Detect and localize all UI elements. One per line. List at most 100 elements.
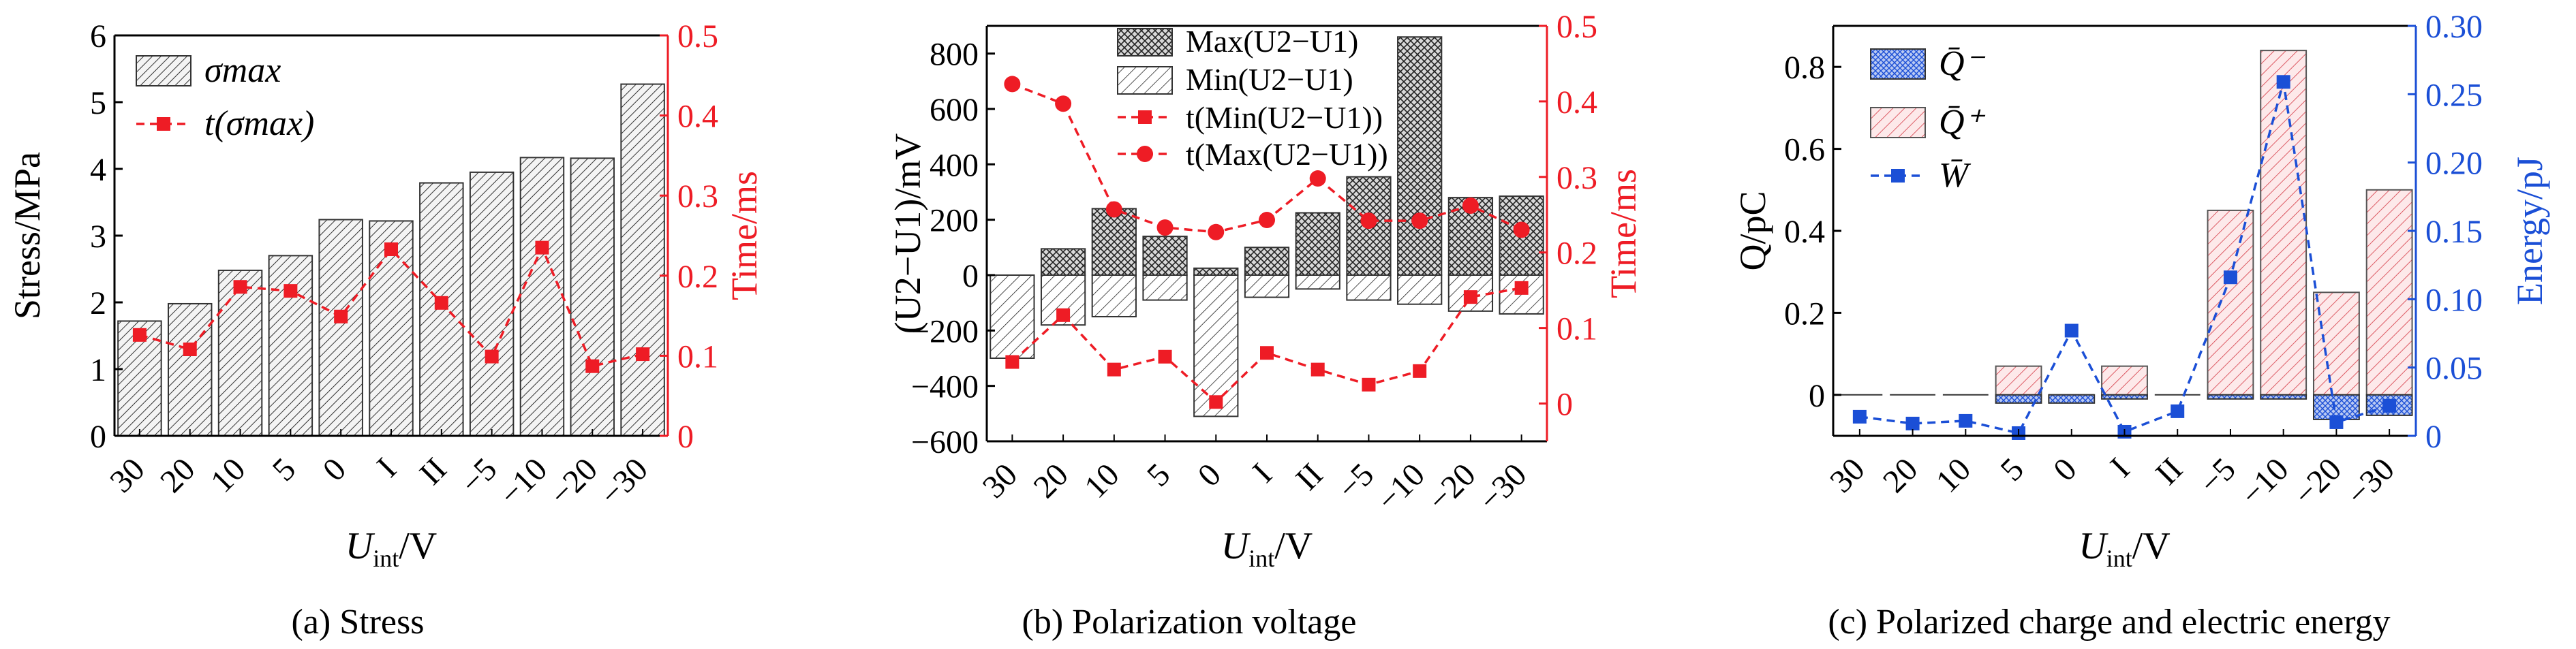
x-tick-label: 30	[976, 456, 1024, 505]
t-max-marker	[1055, 95, 1072, 112]
x-tick-label: 10	[1077, 456, 1126, 505]
caption-c: (c) Polarized charge and electric energy	[1828, 603, 2390, 642]
x-tick-label: 5	[266, 451, 303, 488]
energy-line	[1859, 81, 2390, 434]
legend-swatch-marker	[157, 117, 170, 131]
pos-bar	[2312, 291, 2360, 396]
time-marker	[334, 309, 348, 323]
t-min-marker	[1362, 377, 1376, 392]
legend-label-w: W̄	[1939, 156, 1972, 195]
x-tick-label: I	[2103, 451, 2136, 484]
t-min-marker	[1158, 349, 1172, 364]
min-bar	[1397, 274, 1443, 305]
y-tick-label: 2	[90, 285, 106, 321]
legend-swatch-min	[1117, 66, 1173, 95]
max-bar	[1193, 267, 1239, 276]
t-max-marker	[1309, 170, 1326, 187]
energy-marker	[2276, 75, 2290, 89]
min-bar	[1447, 274, 1494, 312]
caption-b: (b) Polarization voltage	[1022, 603, 1357, 642]
min-bar	[1142, 274, 1188, 301]
y-right-tick-label: 0.10	[2425, 282, 2483, 318]
pos-bar	[1995, 365, 2042, 396]
t-max-marker	[1208, 223, 1225, 240]
x-tick-label: −10	[2234, 451, 2296, 513]
y-tick-label: 0	[90, 419, 106, 455]
y-right-tick-label: 0	[1557, 387, 1573, 423]
pos-bar	[2365, 189, 2413, 396]
legend-marker-w	[1891, 169, 1905, 183]
y-tick-label: 0.8	[1784, 50, 1825, 86]
x-tick-label: II	[1289, 456, 1330, 497]
time-marker	[384, 242, 398, 256]
neg-bar	[1995, 394, 2042, 404]
y-tick-label: 800	[930, 37, 979, 73]
x-tick-label: −30	[593, 451, 655, 513]
pos-bar	[2101, 365, 2148, 396]
x-tick-label: I	[1246, 456, 1279, 490]
max-bar	[1142, 236, 1188, 276]
min-bar	[1244, 274, 1290, 298]
stress-bar	[318, 219, 363, 437]
neg-bar	[2260, 394, 2307, 400]
t-min-marker	[1260, 346, 1274, 360]
x-tick-label: 5	[1140, 456, 1177, 493]
y-right-tick-label: 0.2	[1557, 236, 1597, 272]
x-tick-label: 0	[2046, 451, 2083, 488]
y-right-tick-label: 0	[2425, 419, 2442, 455]
y-tick-label: 0.4	[1784, 214, 1825, 250]
y-right-tick-label: 0.4	[1557, 84, 1597, 121]
x-tick-label: II	[413, 451, 454, 492]
stress-bar	[268, 255, 313, 437]
legend-marker-tmax	[1137, 146, 1153, 162]
y-tick-label: 1	[90, 352, 106, 388]
stress-bar	[217, 269, 263, 437]
legend-swatch-qneg	[1870, 48, 1926, 80]
x-tick-label: −20	[2287, 451, 2349, 513]
min-bar	[1295, 274, 1340, 290]
x-tick-label: −5	[454, 451, 504, 501]
legend-label-tmin: t(Min(U2−U1))	[1186, 100, 1383, 135]
legend-swatch-qpos	[1870, 107, 1926, 138]
y-right-tick-label: 0.20	[2425, 146, 2483, 182]
time-line	[139, 244, 643, 368]
x-tick-label: II	[2149, 451, 2190, 492]
legend-label-min: Min(U2−U1)	[1186, 62, 1353, 97]
y-right-tick-label: 0.1	[677, 338, 718, 375]
x-tick-label: −30	[1472, 456, 1534, 518]
neg-bar	[2048, 394, 2096, 404]
max-bar	[1244, 247, 1290, 276]
stress-bar	[167, 302, 213, 437]
t-min-marker	[1005, 355, 1019, 369]
y-right-axis-title: Time/ms	[724, 171, 765, 300]
max-bar	[1040, 248, 1086, 276]
stress-bar	[620, 83, 665, 437]
legend-label-tmax: t(Max(U2−U1))	[1186, 137, 1388, 172]
t-max-marker	[1105, 201, 1122, 218]
t-max-marker	[1462, 197, 1479, 214]
x-tick-label: I	[370, 451, 403, 484]
pos-bar	[2260, 50, 2307, 396]
x-tick-label: 0	[1191, 456, 1228, 493]
min-bar	[990, 274, 1035, 359]
t-max-marker	[1513, 221, 1530, 238]
x-tick-label: −5	[1331, 456, 1381, 507]
t-max-marker	[1259, 212, 1275, 229]
legend-label-qneg: Q̄⁻	[1939, 44, 1986, 83]
y-tick-label: 0.6	[1784, 132, 1825, 168]
max-bar	[1397, 36, 1443, 276]
t-min-marker	[1413, 364, 1427, 378]
x-tick-label: 0	[316, 451, 353, 488]
x-tick-label: 20	[1026, 456, 1075, 505]
pos-bar	[2207, 209, 2254, 396]
y-tick-label: 0.2	[1784, 296, 1825, 332]
y-tick-label: 600	[930, 92, 979, 128]
x-tick-label: −5	[2192, 451, 2243, 501]
t-min-marker	[1310, 362, 1325, 377]
x-tick-label: 30	[1823, 451, 1871, 499]
y-tick-label: 4	[90, 152, 106, 188]
x-tick-label: −10	[493, 451, 555, 513]
y-right-tick-label: 0.15	[2425, 214, 2483, 250]
stress-bar	[519, 157, 565, 437]
